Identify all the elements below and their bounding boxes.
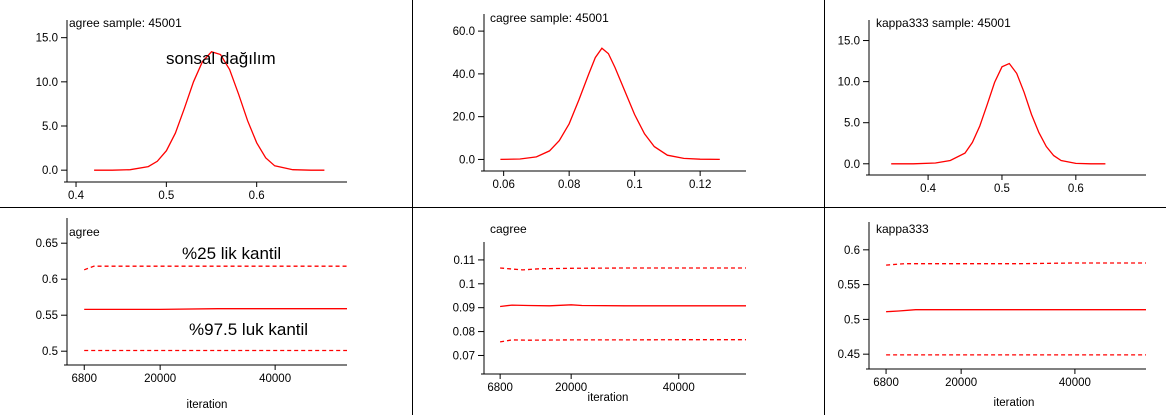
- y-tick-label: 0.55: [838, 280, 860, 292]
- annotation-text: %97.5 luk kantil: [189, 320, 308, 339]
- x-tick-label: 0.06: [492, 179, 514, 191]
- x-tick-label: 20000: [945, 377, 977, 389]
- y-tick-label: 5.0: [42, 121, 58, 133]
- x-tick-label: 20000: [144, 373, 176, 385]
- x-tick-label: 0.1: [627, 179, 643, 191]
- chart-title: cagree: [490, 222, 527, 236]
- y-tick-label: 40.0: [453, 69, 475, 81]
- series-line-3: [499, 339, 746, 343]
- x-tick-label: 0.4: [920, 183, 937, 195]
- x-tick-label: 0.6: [1068, 183, 1084, 195]
- series-line-1: [500, 47, 720, 161]
- series-line-2: [500, 304, 746, 308]
- y-tick-label: 15.0: [36, 33, 58, 45]
- y-tick-label: 10.0: [838, 77, 860, 89]
- chart-svg: 0.06 0.08 0.1 0.12 0.0 20.0 40.0 60.0 cagree sam…: [453, 11, 746, 191]
- chart-title: agree sample: 45001: [69, 16, 182, 30]
- chart-panel-5: 6800 20000 40000 0.07 0.08 0.09 0.1 0.11 cagree i…: [413, 208, 824, 415]
- x-tick-label: 40000: [1059, 377, 1091, 389]
- chart-svg: 0.4 0.5 0.6 0.0 5.0 10.0 15.0 agree sample: 450…: [36, 16, 347, 202]
- annotation-text: sonsal dağılım: [166, 49, 276, 68]
- series-line-1: [891, 62, 1106, 165]
- series-line-1: [94, 51, 325, 171]
- y-tick-label: 0.0: [459, 154, 475, 166]
- y-tick-label: 0.09: [453, 303, 475, 315]
- y-tick-label: 0.11: [453, 255, 475, 267]
- x-tick-label: 20000: [555, 382, 587, 394]
- x-tick-label: 0.4: [68, 190, 85, 202]
- series-line-2: [84, 308, 347, 311]
- x-tick-label: 0.5: [994, 183, 1010, 195]
- y-tick-label: 0.55: [36, 310, 58, 322]
- chart-panel-3: 0.4 0.5 0.6 0.0 5.0 10.0 15.0 kappa333 sample: …: [825, 0, 1166, 207]
- y-tick-label: 0.45: [838, 349, 860, 361]
- chart-panel-1: 0.4 0.5 0.6 0.0 5.0 10.0 15.0 agree sample: 450…: [0, 0, 412, 207]
- x-tick-label: 40000: [259, 373, 291, 385]
- y-tick-label: 0.07: [453, 350, 475, 362]
- series-line-2: [886, 309, 1146, 313]
- chart-title: kappa333 sample: 45001: [876, 16, 1011, 30]
- y-tick-label: 10.0: [36, 77, 58, 89]
- y-tick-label: 0.6: [42, 274, 58, 286]
- y-tick-label: 5.0: [844, 118, 860, 130]
- y-tick-label: 0.5: [42, 346, 58, 358]
- chart-title: cagree sample: 45001: [490, 11, 609, 25]
- x-tick-label: 40000: [663, 382, 695, 394]
- chart-panel-2: 0.06 0.08 0.1 0.12 0.0 20.0 40.0 60.0 cagree sam…: [413, 0, 824, 207]
- chart-svg: 6800 20000 40000 0.45 0.5 0.55 0.6 kappa333 iter…: [838, 222, 1146, 409]
- y-tick-label: 0.1: [459, 279, 475, 291]
- x-tick-label: 6800: [487, 382, 513, 394]
- y-tick-label: 0.65: [36, 238, 58, 250]
- chart-svg: 0.4 0.5 0.6 0.0 5.0 10.0 15.0 kappa333 sample: …: [838, 16, 1146, 195]
- x-axis-label: iteration: [588, 392, 629, 404]
- x-tick-label: 0.5: [158, 190, 174, 202]
- chart-svg: 6800 20000 40000 0.07 0.08 0.09 0.1 0.11 cagree i…: [453, 222, 746, 404]
- chart-title: agree: [69, 225, 100, 239]
- chart-panel-6: 6800 20000 40000 0.45 0.5 0.55 0.6 kappa333 iter…: [825, 208, 1166, 415]
- series-line-1: [500, 267, 746, 271]
- y-tick-label: 0.0: [844, 159, 860, 171]
- y-tick-label: 60.0: [453, 26, 475, 38]
- y-tick-label: 0.0: [42, 165, 58, 177]
- x-axis-label: iteration: [994, 397, 1035, 409]
- x-tick-label: 0.08: [558, 179, 580, 191]
- x-axis-label: iteration: [187, 399, 228, 411]
- annotation-text: %25 lik kantil: [182, 244, 281, 263]
- y-tick-label: 0.5: [844, 314, 860, 326]
- y-tick-label: 0.08: [453, 327, 475, 339]
- y-tick-label: 15.0: [838, 36, 860, 48]
- y-tick-label: 20.0: [453, 112, 475, 124]
- cell-divider: [0, 207, 1166, 208]
- y-tick-label: 0.6: [844, 245, 860, 257]
- chart-title: kappa333: [876, 222, 929, 236]
- x-tick-label: 6800: [71, 373, 97, 385]
- x-tick-label: 0.12: [689, 179, 711, 191]
- x-tick-label: 0.6: [249, 190, 265, 202]
- chart-panel-4: 6800 20000 40000 0.5 0.55 0.6 0.65 agree iterati…: [0, 208, 412, 415]
- series-line-1: [83, 265, 347, 271]
- x-tick-label: 6800: [873, 377, 899, 389]
- series-line-1: [886, 262, 1146, 266]
- chart-svg: 6800 20000 40000 0.5 0.55 0.6 0.65 agree iterati…: [36, 218, 347, 411]
